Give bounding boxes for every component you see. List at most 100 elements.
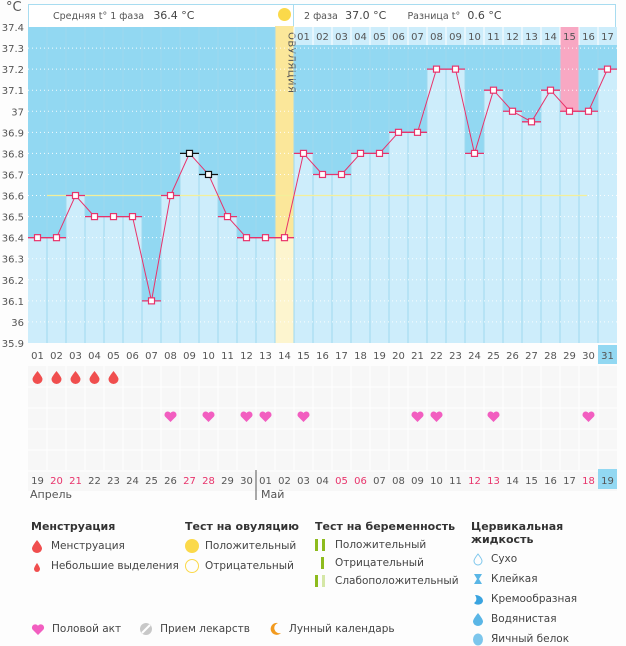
legend-item: Положительный xyxy=(185,539,299,553)
calendar-date-label: 27 xyxy=(183,476,196,487)
calendar-date-label: 28 xyxy=(202,476,215,487)
calendar-date-label: 16 xyxy=(544,476,557,487)
calendar-date-label: 12 xyxy=(468,476,481,487)
temperature-bar xyxy=(370,153,389,343)
legend-label: Менструация xyxy=(51,540,125,552)
legend-label: Водянистая xyxy=(491,613,557,625)
legend-item: Кремообразная xyxy=(471,592,626,606)
heart-icon xyxy=(202,411,215,422)
calendar-date-label: 19 xyxy=(601,476,614,487)
calendar-date-label: 18 xyxy=(582,476,595,487)
ovulation-positive-icon xyxy=(185,539,199,553)
y-tick-label: 36.6 xyxy=(2,192,24,203)
ovulation-negative-icon xyxy=(185,559,199,573)
pill-icon xyxy=(140,623,153,635)
phase2-header-row xyxy=(294,27,617,45)
cycle-day-label: 07 xyxy=(145,351,158,362)
calendar-date-label: 01 xyxy=(259,476,272,487)
heart-icon xyxy=(297,411,310,422)
phase2-day-label: 13 xyxy=(525,32,538,43)
y-tick-label: 36.8 xyxy=(2,149,24,160)
cycle-day-label: 17 xyxy=(335,351,348,362)
legend-item: Слабоположительный xyxy=(315,575,459,587)
cycle-day-label: 26 xyxy=(506,351,519,362)
y-tick-label: 35.9 xyxy=(2,339,24,350)
cycle-day-label: 10 xyxy=(202,351,215,362)
heart-icon xyxy=(487,411,500,422)
bbt-chart: ОВУЛЯЦИЯ 37.4 37.3 37.2 37.1 37 36.9 36.8 36.7 36… xyxy=(2,23,617,500)
temperature-point xyxy=(489,86,498,94)
y-tick-label: 36.3 xyxy=(2,255,24,266)
temperature-bar xyxy=(579,111,598,344)
pregnancy-negative-icon xyxy=(315,557,329,569)
heart-icon xyxy=(164,411,177,422)
calendar-date-label: 30 xyxy=(240,476,253,487)
calendar-date-label: 22 xyxy=(88,476,101,487)
legend-label: Клейкая xyxy=(491,573,538,585)
cycle-day-label: 21 xyxy=(411,351,424,362)
phase2-day-label: 09 xyxy=(449,32,462,43)
temperature-point xyxy=(584,107,593,115)
calendar-date-label: 26 xyxy=(164,476,177,487)
temperature-bar xyxy=(389,132,408,343)
phase2-day-label: 04 xyxy=(354,32,367,43)
cycle-day-label: 11 xyxy=(221,351,234,362)
temperature-point xyxy=(318,170,327,179)
egg-white-icon xyxy=(473,633,483,646)
temperature-point xyxy=(280,234,289,242)
y-tick-label: 36.5 xyxy=(2,213,24,224)
diff-value: 0.6 °C xyxy=(467,9,502,22)
temperature-bar xyxy=(503,111,522,344)
cycle-day-label: 27 xyxy=(525,351,538,362)
cycle-day-label: 31 xyxy=(601,351,614,362)
legend-menstruation: Менструация Менструация Небольшие выделе… xyxy=(31,520,179,573)
creamy-icon xyxy=(474,595,483,605)
temperature-bar xyxy=(541,90,560,343)
cycle-day-label: 22 xyxy=(430,351,443,362)
temperature-point xyxy=(508,107,517,115)
watery-icon xyxy=(473,613,483,626)
temperature-bar xyxy=(313,174,332,343)
today-date-highlight xyxy=(598,469,617,489)
legend-label: Положительный xyxy=(335,539,427,551)
temperature-point xyxy=(90,213,99,221)
legend-label: Отрицательный xyxy=(205,560,294,572)
temperature-point xyxy=(527,118,536,126)
legend-label: Лунный календарь xyxy=(288,623,395,635)
phase2-day-label: 11 xyxy=(487,32,500,43)
y-tick-label: 37.2 xyxy=(2,65,24,76)
cycle-day-label: 12 xyxy=(240,351,253,362)
calendar-date-label: 24 xyxy=(126,476,139,487)
legend-item: Отрицательный xyxy=(315,557,459,569)
legend-item: Клейкая xyxy=(471,572,626,586)
calendar-date-label: 05 xyxy=(335,476,348,487)
phase2-day-label: 07 xyxy=(411,32,424,43)
legend-item: Водянистая xyxy=(471,612,626,626)
phase2-label: 2 фаза xyxy=(304,11,338,22)
phase2-day-label: 17 xyxy=(601,32,614,43)
temperature-point xyxy=(394,128,403,136)
legend-label: Сухо xyxy=(491,553,518,565)
legend-ovulation-title: Тест на овуляцию xyxy=(185,520,299,533)
phase2-day-label: 16 xyxy=(582,32,595,43)
temperature-bar xyxy=(104,216,123,343)
cycle-day-label: 30 xyxy=(582,351,595,362)
temperature-bar xyxy=(351,153,370,343)
temperature-point xyxy=(299,149,308,157)
heart-icon xyxy=(240,411,253,422)
dry-icon xyxy=(473,553,483,566)
temperature-bar xyxy=(47,237,66,343)
cycle-day-label: 01 xyxy=(31,351,44,362)
temperature-point xyxy=(375,149,384,157)
phase2-day-label: 14 xyxy=(544,32,557,43)
heart-icon xyxy=(411,411,424,422)
temperature-point xyxy=(147,297,156,305)
pregnancy-faint-icon xyxy=(315,575,329,587)
legend-item: Положительный xyxy=(315,539,459,551)
y-tick-label: 37 xyxy=(11,107,24,118)
phase1-label: Средняя t° 1 фаза xyxy=(53,11,145,22)
y-axis-unit: °C xyxy=(6,0,22,15)
sticky-icon xyxy=(474,574,482,584)
temperature-bar xyxy=(218,216,237,343)
temperature-point xyxy=(261,234,270,242)
